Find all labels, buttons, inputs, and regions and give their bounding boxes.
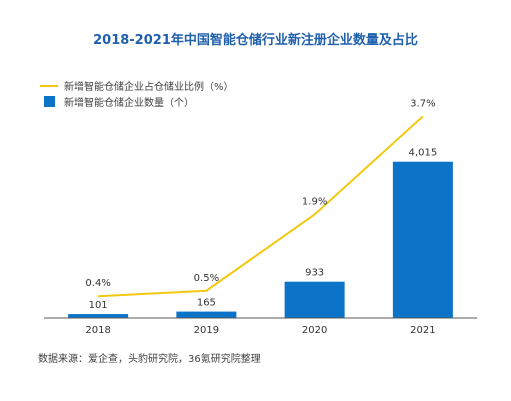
bar-value-label: 101: [89, 300, 108, 311]
line-value-label: 0.5%: [194, 273, 219, 284]
bar-2018: [68, 314, 129, 318]
ratio-line: [98, 115, 424, 298]
bar-2019: [176, 311, 237, 318]
line-value-label: 1.9%: [302, 196, 327, 207]
plot-area: 101 2018 165 2019 933 2020 4,015 2021 0.4% 0.5% 1.…: [68, 98, 453, 336]
x-tick-label: 2020: [302, 325, 327, 336]
legend-bar-swatch: [44, 96, 55, 107]
source-note: 数据来源：爱企查，头豹研究院，36氪研究院整理: [38, 352, 261, 365]
bar-value-label: 933: [305, 268, 324, 279]
bar-value-label: 4,015: [409, 148, 438, 159]
chart-title: 2018-2021年中国智能仓储行业新注册企业数量及占比: [93, 32, 418, 48]
line-value-label: 0.4%: [85, 278, 110, 289]
bar-value-label: 165: [197, 298, 216, 309]
legend-line-label: 新增智能仓储企业占仓储业比例（%）: [64, 80, 234, 93]
line-value-label: 3.7%: [410, 98, 435, 109]
x-tick-label: 2021: [410, 325, 435, 336]
bar-2020: [284, 281, 345, 318]
legend-bar-label: 新增智能仓储企业数量（个）: [64, 96, 194, 109]
bar-2021: [392, 161, 453, 318]
x-tick-label: 2019: [194, 325, 219, 336]
legend: 新增智能仓储企业占仓储业比例（%） 新增智能仓储企业数量（个）: [40, 80, 234, 109]
x-tick-label: 2018: [85, 325, 110, 336]
